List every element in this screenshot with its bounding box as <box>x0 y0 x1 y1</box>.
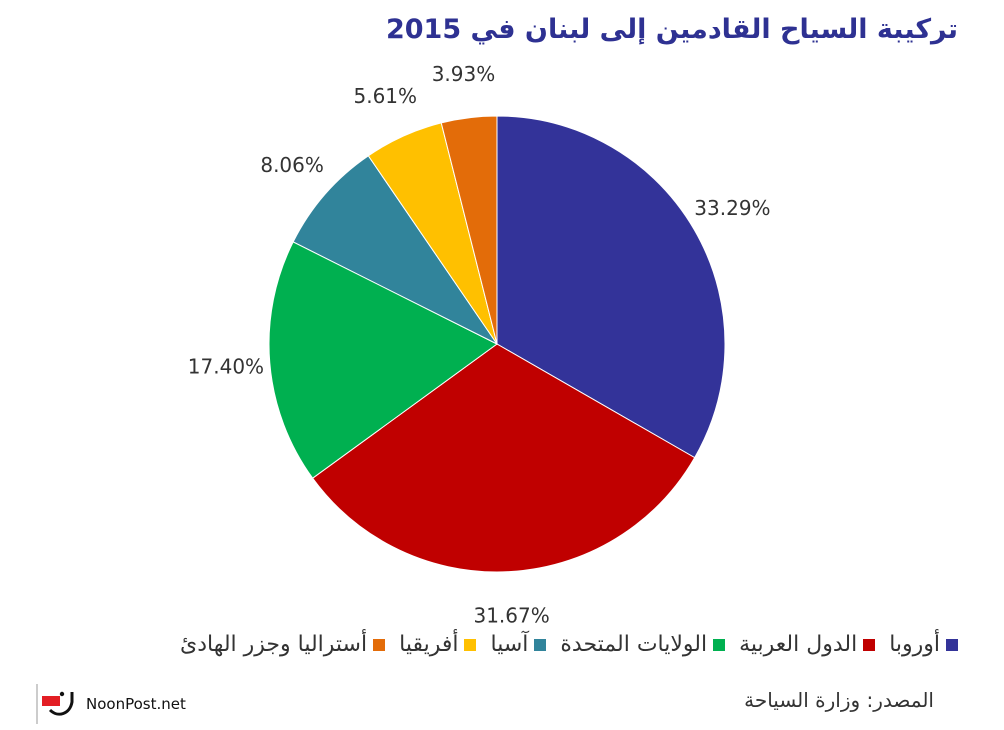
brand-text[interactable]: NoonPost.net <box>86 695 186 713</box>
noonpost-logo-icon <box>36 684 74 724</box>
legend-label: الدول العربية <box>739 632 858 657</box>
slice-data-label: 17.40% <box>188 354 264 378</box>
legend-swatch <box>373 638 386 651</box>
pie-slice <box>496 115 726 459</box>
slice-data-label: 3.93% <box>432 62 496 86</box>
legend: أوروبا الدول العربية الولايات المتحدة آس… <box>180 632 958 657</box>
legend-label: أفريقيا <box>399 632 459 657</box>
pie-slice <box>440 115 498 345</box>
pie-slice <box>292 155 499 346</box>
slice-data-label: 31.67% <box>473 604 549 628</box>
legend-swatch <box>464 638 477 651</box>
chart-title: تركيبة السياح القادمين إلى لبنان في 2015 <box>385 14 958 45</box>
legend-swatch <box>713 638 726 651</box>
legend-label: أوروبا <box>889 632 940 657</box>
legend-swatch <box>534 638 547 651</box>
legend-item: أوروبا <box>889 632 958 657</box>
slice-data-label: 33.29% <box>694 196 770 220</box>
pie-slice <box>311 343 696 573</box>
source-note: المصدر: وزارة السياحة <box>744 688 934 712</box>
slice-data-label: 8.06% <box>260 153 324 177</box>
legend-item: أستراليا وجزر الهادئ <box>179 632 386 657</box>
legend-label: أستراليا وجزر الهادئ <box>179 632 368 657</box>
legend-item: الدول العربية <box>739 632 876 657</box>
slice-data-label: 5.61% <box>353 84 417 108</box>
legend-item: أفريقيا <box>399 632 477 657</box>
legend-label: آسيا <box>490 632 529 657</box>
legend-item: الولايات المتحدة <box>560 632 726 657</box>
pie-slice <box>268 241 498 479</box>
pie-chart: 33.29% 31.67% 17.40% 8.06% 5.61% 3.93% <box>188 62 771 628</box>
logo-badge <box>42 696 60 706</box>
legend-swatch <box>863 638 876 651</box>
legend-item: آسيا <box>490 632 547 657</box>
legend-label: الولايات المتحدة <box>560 632 708 657</box>
brand[interactable]: NoonPost.net <box>36 684 186 724</box>
legend-swatch <box>946 638 958 651</box>
